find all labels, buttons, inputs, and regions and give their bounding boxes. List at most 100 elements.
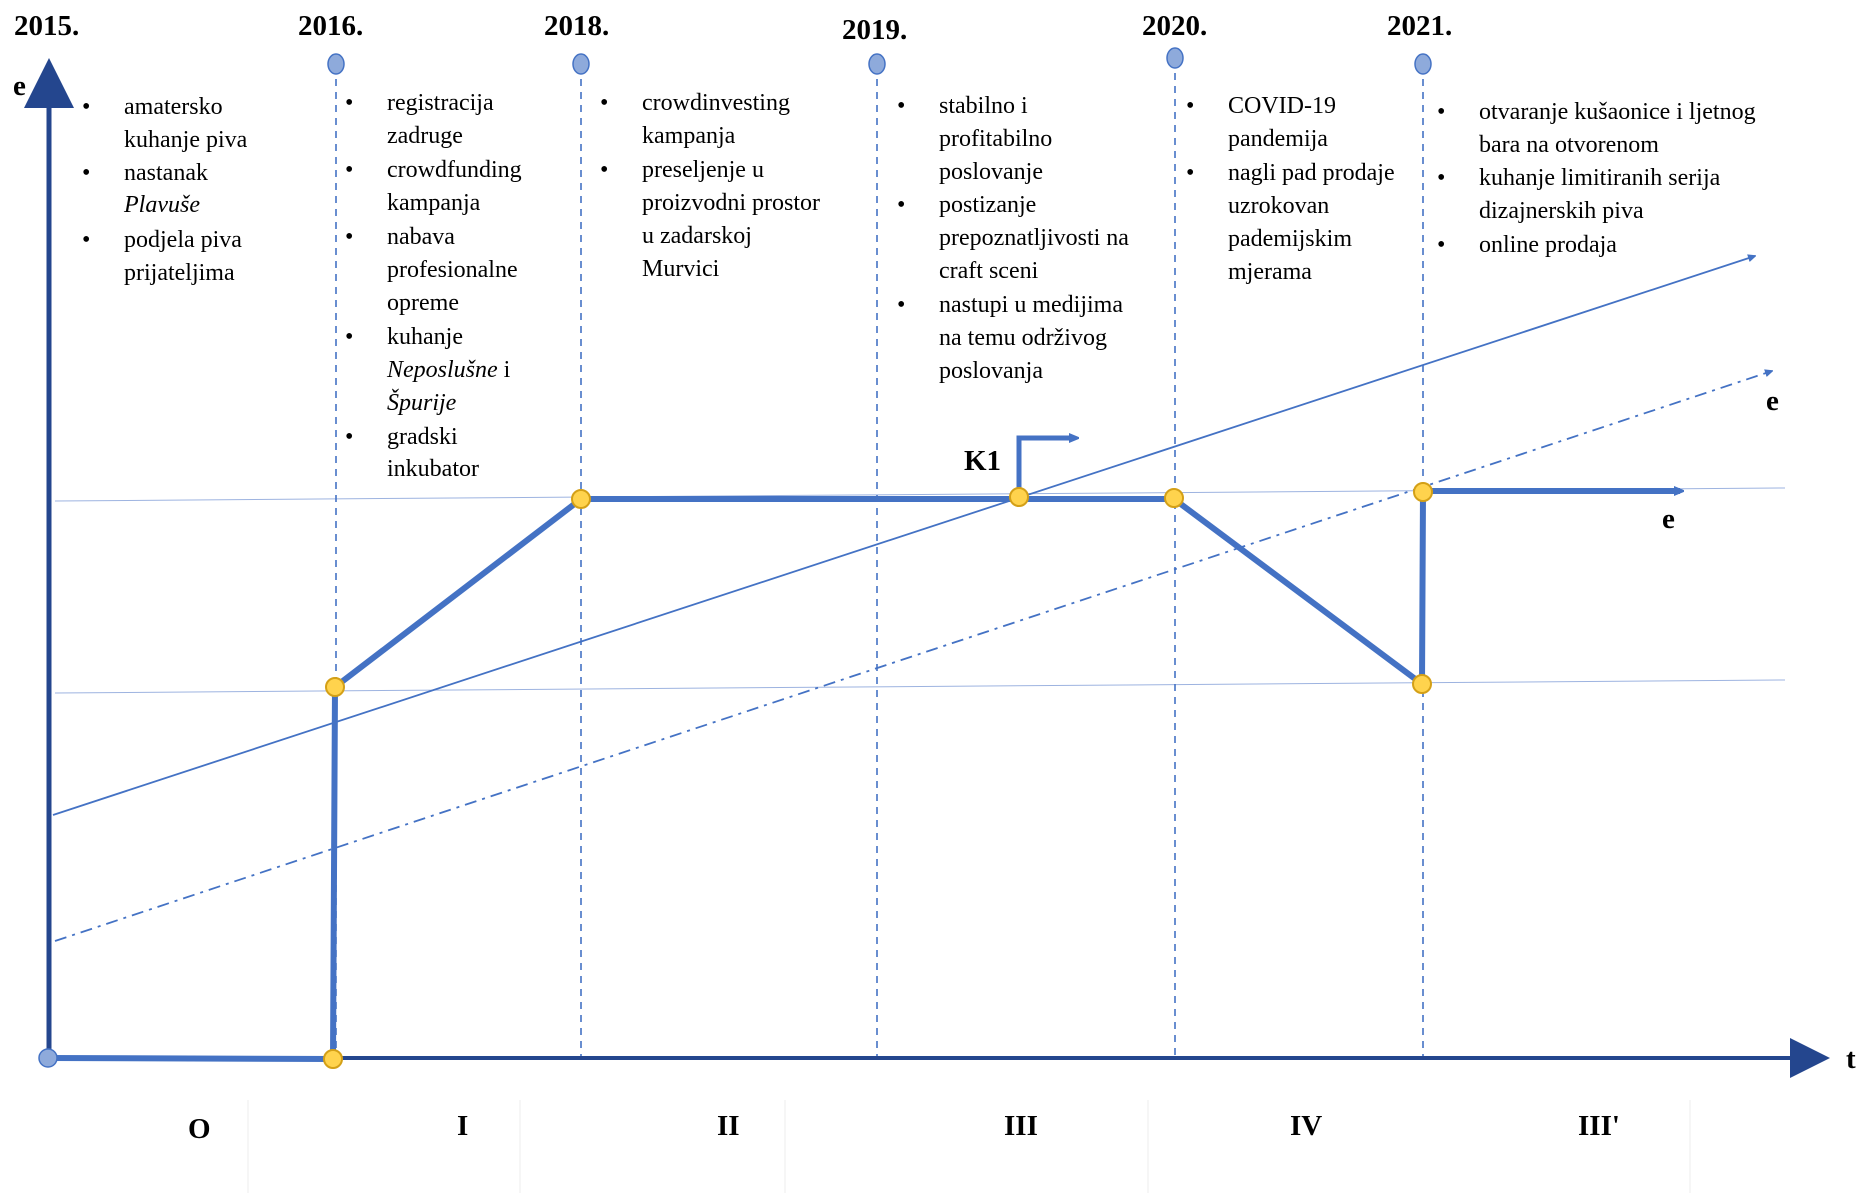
phase-label-iii: III: [1004, 1110, 1038, 1142]
notes-2018: • crowdinvesting kampanja • preseljenje …: [600, 90, 820, 282]
milestone-point: [1164, 488, 1184, 508]
note-line: profesionalne: [387, 257, 518, 283]
bullet: •: [82, 227, 90, 253]
year-label-2015: 2015.: [14, 10, 79, 42]
note-line: kuhanje piva: [124, 127, 248, 153]
note-line: profitabilno: [939, 126, 1052, 152]
year-marker-2021: [1414, 53, 1432, 75]
milestone-point: [323, 1049, 343, 1069]
note-line: crowdfunding: [387, 157, 522, 183]
note-line: podjela piva: [124, 227, 242, 253]
bullet: •: [897, 292, 905, 318]
note-line-mixed: Neposlušne i: [386, 357, 511, 383]
note-line-italic: Špurije: [387, 389, 457, 416]
phase-label-iv: IV: [1290, 1110, 1322, 1142]
bullet: •: [82, 160, 90, 186]
milestone-point: [1412, 674, 1432, 694]
phase-label-ii: II: [717, 1110, 740, 1142]
bullet: •: [897, 192, 905, 218]
note-line: poslovanja: [939, 358, 1043, 384]
note-line: inkubator: [387, 456, 479, 482]
note-line: pademijskim: [1228, 226, 1352, 252]
bullet: •: [345, 224, 353, 250]
note-line: proizvodni prostor: [642, 190, 820, 216]
notes-2021: • otvaranje kušaonice i ljetnog bara na …: [1437, 99, 1756, 258]
bullet: •: [345, 324, 353, 350]
phase-label-i: I: [457, 1110, 468, 1142]
year-label-2020: 2020.: [1142, 10, 1207, 42]
note-line: postizanje: [939, 192, 1036, 218]
notes-2015: • amatersko kuhanje piva • nastanak Plav…: [82, 94, 248, 286]
development-path: [47, 491, 1426, 1062]
note-line: na temu održivog: [939, 325, 1107, 351]
note-line: COVID-19: [1228, 93, 1336, 119]
bullet: •: [1186, 93, 1194, 119]
note-line: kuhanje: [387, 324, 463, 350]
year-markers: [38, 47, 1432, 1068]
bullet: •: [345, 424, 353, 450]
trend-line-solid: [52, 256, 1755, 816]
note-line: u zadarskoj: [642, 223, 752, 249]
note-line: bara na otvorenom: [1479, 132, 1659, 158]
bullet: •: [345, 90, 353, 116]
lower-level-guide: [54, 679, 1786, 694]
year-marker-2020: [1166, 47, 1184, 69]
note-line: craft sceni: [939, 258, 1039, 284]
milestone-point: [1413, 482, 1433, 502]
note-line: registracija: [387, 90, 494, 116]
note-line: opreme: [387, 290, 459, 316]
bullet: •: [1437, 165, 1445, 191]
year-label-2021: 2021.: [1387, 10, 1452, 42]
note-line: crowdinvesting: [642, 90, 790, 116]
year-label-2018: 2018.: [544, 10, 609, 42]
phase-label-o: O: [188, 1113, 211, 1145]
notes-2020: • COVID-19 pandemija • nagli pad prodaje…: [1186, 93, 1395, 285]
bullet: •: [897, 93, 905, 119]
bullet: •: [1437, 232, 1445, 258]
milestone-point: [571, 489, 591, 509]
note-line: nastanak: [124, 160, 208, 186]
bullet: •: [1437, 99, 1445, 125]
note-line: prepoznatljivosti na: [939, 225, 1129, 251]
note-line: uzrokovan: [1228, 193, 1329, 219]
note-line: nabava: [387, 224, 455, 250]
note-line: gradski: [387, 424, 458, 450]
year-marker-2018: [572, 53, 590, 75]
note-line: pandemija: [1228, 126, 1328, 152]
year-marker-2019: [868, 53, 886, 75]
note-line: kampanja: [387, 190, 481, 216]
note-line: dizajnerskih piva: [1479, 198, 1644, 224]
note-line: nagli pad prodaje: [1228, 160, 1395, 186]
year-label-2019: 2019.: [842, 14, 907, 46]
bullet: •: [345, 157, 353, 183]
note-line: kampanja: [642, 123, 736, 149]
plateau-line-label: e: [1662, 503, 1675, 535]
note-line: stabilno i: [939, 93, 1028, 119]
milestone-point: [1009, 487, 1029, 507]
note-line: zadruge: [387, 123, 463, 149]
milestone-point: [325, 677, 345, 697]
note-line: mjerama: [1228, 259, 1312, 285]
bullet: •: [1186, 160, 1194, 186]
phase-dividers: [247, 1100, 1691, 1193]
x-axis-label: t: [1846, 1043, 1856, 1075]
trend-line-dashdot: [54, 371, 1772, 942]
note-line: preseljenje u: [642, 157, 764, 183]
note-italic-part: Neposlušne: [386, 357, 498, 383]
year-marker-2016: [327, 53, 345, 75]
bullet: •: [600, 90, 608, 116]
phase-label-iii-prime: III': [1578, 1110, 1620, 1142]
note-line: nastupi u medijima: [939, 292, 1123, 318]
note-line: Murvici: [642, 256, 720, 282]
note-line: online prodaja: [1479, 232, 1617, 258]
origin-marker: [38, 1048, 58, 1068]
milestone-points: [323, 482, 1433, 1069]
notes-2019: • stabilno i profitabilno poslovanje • p…: [897, 93, 1129, 384]
year-label-2016: 2016.: [298, 10, 363, 42]
note-line: otvaranje kušaonice i ljetnog: [1479, 99, 1756, 125]
note-line: prijateljima: [124, 260, 235, 286]
k1-label: K1: [964, 445, 1001, 477]
note-plain-part: i: [498, 357, 511, 383]
y-axis-label: e: [13, 70, 26, 102]
